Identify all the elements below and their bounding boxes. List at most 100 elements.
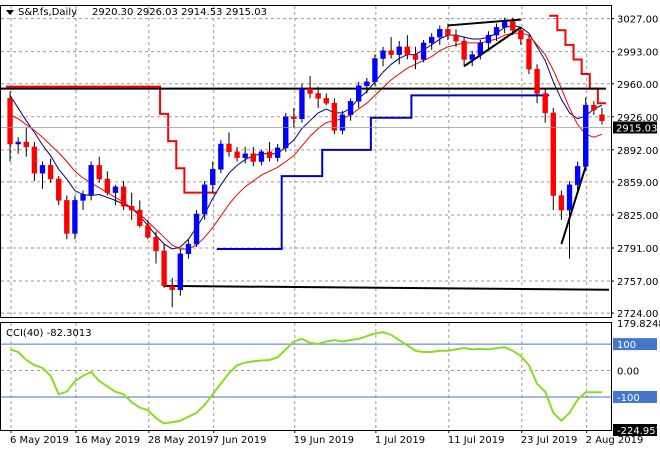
- bear-candle: [388, 50, 394, 55]
- current-price-label: 2915.03: [616, 123, 657, 134]
- price-tick-label: 2757.00: [617, 277, 658, 288]
- price-tick-label: 2859.00: [617, 178, 658, 189]
- price-tick-label: 2960.00: [617, 80, 658, 91]
- price-tick-label: 2993.00: [617, 48, 658, 59]
- bull-candle: [185, 243, 192, 255]
- bear-candle: [534, 68, 540, 94]
- bull-candle: [477, 42, 484, 55]
- bear-candle: [153, 237, 159, 252]
- cci-level-badge: [613, 390, 657, 403]
- top-trendline: [447, 18, 521, 27]
- bull-candle: [583, 104, 589, 167]
- bull-candle: [242, 153, 248, 158]
- bull-candle: [493, 27, 500, 36]
- bear-candle: [96, 165, 102, 180]
- bear-candle: [550, 112, 556, 196]
- bear-candle: [145, 225, 151, 238]
- bull-candle: [80, 194, 86, 201]
- price-tick-label: 3027.00: [617, 15, 658, 26]
- time-tick-label: 28 May 2019: [148, 435, 213, 446]
- bull-candle: [420, 42, 427, 60]
- cci-grid: [1, 323, 611, 430]
- bull-candle: [112, 186, 119, 193]
- time-tick-label: 7 Jun 2019: [213, 435, 267, 446]
- time-tick-label: 19 Jun 2019: [294, 435, 354, 446]
- bear-candle: [412, 54, 419, 60]
- blue-envelope-line: [216, 94, 550, 250]
- bull-candle: [380, 50, 386, 59]
- ohlc-label: 2920.30 2926.03 2914.53 2915.03: [92, 7, 267, 18]
- bull-candle: [210, 169, 216, 186]
- bull-candle: [485, 34, 492, 44]
- bear-candle: [510, 21, 516, 31]
- price-tick-label: 2724.00: [617, 309, 658, 320]
- bear-candle: [445, 29, 451, 36]
- bull-candle: [177, 253, 184, 291]
- bear-candle: [291, 116, 297, 119]
- bull-candle: [258, 151, 265, 162]
- bear-candle: [453, 34, 459, 42]
- bull-candle: [72, 200, 78, 234]
- cci-tick-label: -100: [617, 393, 640, 404]
- price-panel-frame: [0, 5, 612, 318]
- cci-tick-label: 179.8248: [617, 319, 660, 330]
- bull-candle: [15, 141, 21, 145]
- bear-candle: [226, 143, 232, 153]
- price-tick-label: 2791.00: [617, 244, 658, 255]
- rising-trendline: [463, 26, 522, 68]
- bear-candle: [266, 151, 273, 158]
- cci-panel-frame: [0, 322, 612, 431]
- bull-candle: [372, 58, 378, 83]
- bear-candle: [47, 165, 54, 180]
- price-grid: [1, 6, 611, 317]
- cci-label: CCI(40) -82.3013: [6, 328, 92, 339]
- bear-candle: [7, 98, 13, 145]
- cci-tick-label: -224.9578: [617, 426, 660, 437]
- bull-candle: [469, 54, 475, 60]
- cci-axis: 179.8248 100 0.00 -100 -224.9578: [613, 319, 660, 437]
- chart-menu-triangle-icon[interactable]: [6, 10, 14, 15]
- bear-candle: [56, 178, 62, 201]
- bull-candle: [428, 36, 435, 44]
- bull-candle: [39, 165, 46, 174]
- time-tick-label: 11 Jul 2019: [448, 435, 505, 446]
- bull-candle: [283, 116, 289, 149]
- bear-candle: [23, 141, 29, 148]
- time-tick-label: 1 Jul 2019: [375, 435, 425, 446]
- bull-candle: [437, 29, 443, 38]
- bear-candle: [591, 104, 597, 111]
- slow-moving-average-line: [9, 32, 603, 250]
- bull-candle: [574, 166, 581, 186]
- bear-candle: [558, 195, 565, 211]
- time-tick-label: 23 Jul 2019: [521, 435, 578, 446]
- current-price-badge: [613, 121, 657, 134]
- bull-candle: [501, 21, 508, 28]
- bear-candle: [31, 146, 38, 174]
- bear-candle: [234, 151, 240, 158]
- rebound-trendline: [560, 166, 587, 245]
- bear-candle: [64, 200, 70, 234]
- bear-candle: [120, 186, 127, 207]
- cci-line: [9, 331, 602, 425]
- bull-candle: [356, 85, 362, 102]
- price-tick-label: 2892.00: [617, 146, 658, 157]
- bull-candle: [299, 88, 305, 119]
- support-line: [164, 284, 610, 291]
- time-axis: 6 May 2019 16 May 2019 28 May 2019 7 Jun 20…: [10, 430, 643, 446]
- bear-candle: [526, 38, 532, 70]
- bear-candle: [542, 93, 548, 114]
- cci-tick-label: 100: [617, 340, 636, 351]
- bear-candle: [307, 88, 313, 94]
- bear-candle: [461, 40, 467, 60]
- cci-series: [9, 331, 602, 425]
- bull-candle: [339, 114, 346, 131]
- candlesticks: [7, 17, 605, 308]
- bear-candle: [169, 285, 175, 291]
- bear-candle: [250, 153, 256, 162]
- time-tick-label: 16 May 2019: [75, 435, 140, 446]
- bear-candle: [161, 250, 167, 287]
- bear-candle: [404, 46, 411, 55]
- bull-candle: [193, 213, 200, 245]
- bear-candle: [518, 30, 524, 40]
